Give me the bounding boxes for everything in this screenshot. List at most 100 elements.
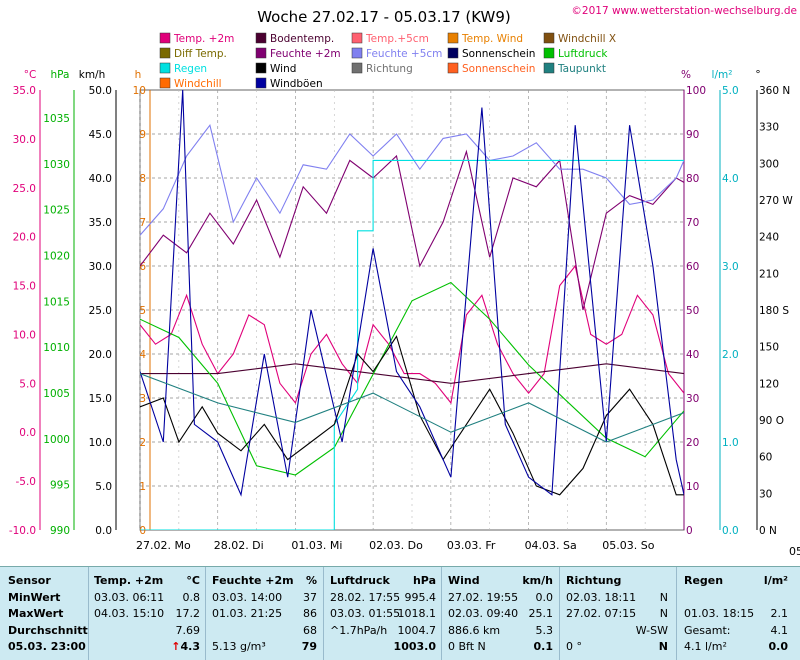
stats-separator	[323, 567, 324, 660]
h-tick-label: 3	[139, 393, 146, 405]
kmh-tick-label: 5.0	[95, 481, 112, 493]
humidity-head: Feuchte +2m	[212, 574, 294, 587]
deg-tick-label: 90 O	[759, 415, 784, 427]
x-tick-label: 04.03. Sa	[525, 539, 577, 552]
pressure-max-time: 03.03. 01:55	[330, 607, 401, 620]
lm2-tick-label: 4.0	[722, 173, 739, 185]
lm2-tick-label: 2.0	[722, 349, 739, 361]
legend-label: Windchill	[174, 78, 222, 90]
legend-swatch	[543, 32, 555, 44]
temp-min: 0.8	[182, 590, 201, 604]
series-line-luftdruck	[140, 281, 684, 476]
h-tick-label: 9	[139, 129, 146, 141]
legend-swatch	[351, 47, 363, 59]
hpa-tick-label: 1030	[43, 159, 70, 171]
copyright-text: ©2017 www.wetterstation-wechselburg.de	[571, 5, 797, 17]
stats-rain: Regen l/m² 01.03. 18:15 2.1 Gesamt: 4.1 4.1…	[684, 573, 788, 656]
deg-tick-label: 30	[759, 488, 772, 500]
x-tick-label: 02.03. Do	[369, 539, 423, 552]
chart-legend: Temp. +2m Bodentemp. Temp.+5cm Temp. Wind Wi…	[159, 32, 616, 90]
pct-tick-label: 30	[686, 393, 699, 405]
kmh-tick-label: 30.0	[89, 261, 112, 273]
hpa-tick-label: 1010	[43, 342, 70, 354]
kmh-tick-label: 15.0	[89, 393, 112, 405]
h-tick-label: 1	[139, 481, 146, 493]
direction-min-time: 02.03. 18:11	[566, 590, 637, 604]
legend-label: Windböen	[270, 78, 323, 90]
temp-min-time: 03.03. 06:11	[94, 590, 165, 604]
wind-avg: 5.3	[535, 623, 554, 637]
direction-avg: W-SW	[635, 623, 668, 637]
x-tick-label: 27.02. Mo	[136, 539, 191, 552]
stats-label-min: MinWert	[8, 590, 61, 604]
pct-tick-label: 10	[686, 481, 699, 493]
legend-swatch	[255, 32, 267, 44]
h-tick-label: 10	[133, 85, 146, 97]
temp-tick-label: 20.0	[13, 232, 36, 244]
temp-unit: °C	[186, 574, 200, 587]
temp-tick-label: -5.0	[16, 476, 37, 488]
temp-trend-up-icon: ↑	[171, 640, 181, 653]
pressure-head: Luftdruck	[330, 574, 390, 587]
h-tick-label: 8	[139, 173, 146, 185]
deg-tick-label: 150	[759, 342, 779, 354]
deg-tick-label: 120	[759, 378, 779, 390]
legend-swatch	[159, 77, 171, 89]
axis-unit-label: °C	[24, 69, 37, 81]
temp-tick-label: 10.0	[13, 329, 36, 341]
legend-label: Feuchte +5cm	[366, 48, 442, 60]
deg-tick-label: 330	[759, 122, 779, 134]
pct-tick-label: 80	[686, 173, 699, 185]
wind-max-time: 02.03. 09:40	[448, 607, 519, 620]
humidity-min-time: 03.03. 14:00	[212, 590, 283, 604]
temp-head: Temp. +2m	[94, 574, 164, 587]
pct-tick-label: 70	[686, 217, 699, 229]
axis-unit-label: l/m²	[712, 69, 733, 81]
wind-head: Wind	[448, 574, 480, 587]
rain-unit: l/m²	[763, 574, 788, 587]
pressure-current: 1003.0	[393, 640, 436, 653]
legend-swatch	[447, 32, 459, 44]
kmh-tick-label: 10.0	[89, 437, 112, 449]
kmh-tick-label: 35.0	[89, 217, 112, 229]
legend-label: Windchill X	[558, 33, 616, 45]
temp-current: 4.3	[180, 640, 201, 653]
h-tick-label: 7	[139, 217, 146, 229]
temp-max-time: 04.03. 15:10	[94, 607, 165, 620]
stats-label-max: MaxWert	[8, 607, 64, 620]
legend-swatch	[255, 47, 267, 59]
legend-label: Temp. Wind	[461, 33, 523, 45]
chart-title-group: Woche 27.02.17 - 05.03.17 (KW9) ©2017 ww…	[257, 5, 797, 26]
legend-label: Wind	[270, 63, 296, 75]
pct-tick-label: 0	[686, 525, 693, 537]
series-line-windb-en	[140, 90, 684, 497]
pct-tick-label: 60	[686, 261, 699, 273]
temp-tick-label: 15.0	[13, 281, 36, 293]
hpa-tick-label: 990	[50, 525, 70, 537]
lm2-tick-label: 1.0	[722, 437, 739, 449]
hpa-tick-label: 1020	[43, 251, 70, 263]
temp-tick-label: 0.0	[19, 427, 36, 439]
wind-min: 0.0	[535, 590, 554, 604]
series-line-taupunkt	[140, 373, 684, 443]
legend-label: Temp. +2m	[173, 33, 234, 45]
wind-bft: 0 Bft N	[448, 640, 486, 653]
stats-label-sensor: Sensor	[8, 574, 51, 587]
legend-swatch	[447, 47, 459, 59]
legend-label: Sonnenschein	[462, 48, 535, 60]
stats-humidity: Feuchte +2m% 03.03. 14:00 37 01.03. 21:25…	[212, 573, 317, 656]
stats-separator	[205, 567, 206, 660]
legend-swatch	[351, 62, 363, 74]
stats-panel: Sensor MinWert MaxWert Durchschnitt 05.0…	[0, 566, 800, 660]
pressure-min-time: 28.02. 17:55	[330, 590, 401, 604]
direction-max: N	[659, 607, 668, 620]
hpa-tick-label: 1025	[43, 205, 70, 217]
x-tick-label: 05.03. So	[602, 539, 654, 552]
stats-separator	[88, 567, 89, 660]
legend-label: Diff Temp.	[174, 48, 227, 60]
lm2-tick-label: 5.0	[722, 85, 739, 97]
x-tick-label: 01.03. Mi	[291, 539, 342, 552]
legend-label: Regen	[174, 63, 207, 75]
direction-head: Richtung	[566, 574, 622, 587]
hpa-tick-label: 1015	[43, 296, 70, 308]
